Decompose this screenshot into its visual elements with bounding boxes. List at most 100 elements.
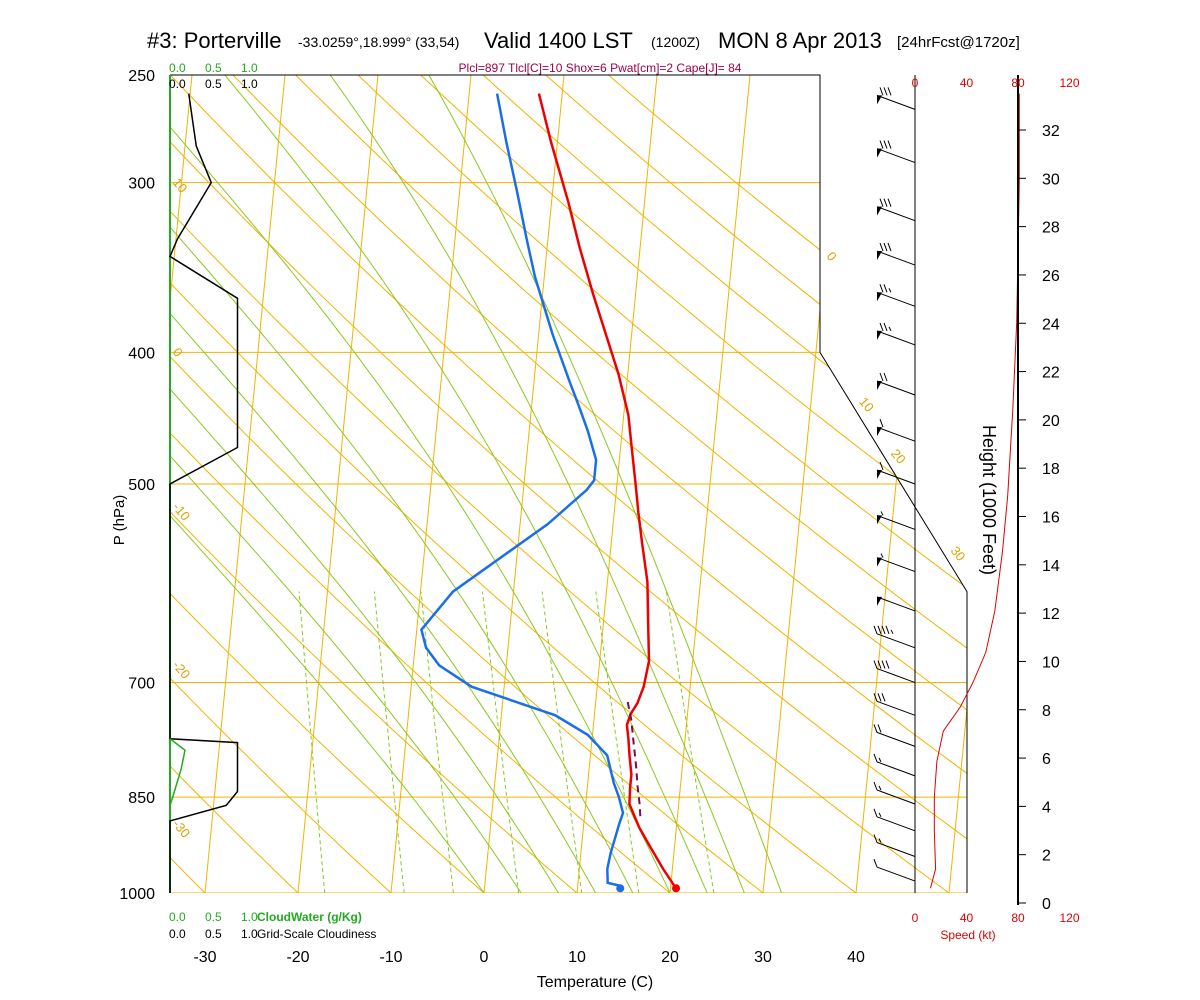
zulu-time: (1200Z) <box>651 34 700 50</box>
height-tick-label: 4 <box>1042 799 1051 816</box>
wind-barb <box>876 596 916 612</box>
speed-tick-label: 40 <box>960 76 974 90</box>
isotherm-line <box>0 75 6 893</box>
cloudiness-line <box>169 93 239 893</box>
isotherm-label: 0 <box>824 249 840 264</box>
plot-frame <box>170 74 968 893</box>
x-axis-title: Temperature (C) <box>537 974 653 991</box>
mixing-ratio-label: 3 <box>391 904 408 918</box>
height-tick-label: 26 <box>1042 268 1060 285</box>
wind-barb <box>876 242 916 266</box>
cloud-tick-label: 0.5 <box>205 927 222 941</box>
dry-adiabat <box>170 75 950 893</box>
mixing-ratio-label: 8 <box>527 904 544 918</box>
dry-adiabat <box>357 75 967 893</box>
temperature-tick-label: 10 <box>568 949 586 966</box>
station-coords: -33.0259°,18.999° (33,54) <box>298 34 459 50</box>
mixing-ratio-line <box>373 591 405 893</box>
mixing-ratio-line <box>541 591 583 893</box>
wind-barb <box>876 372 916 396</box>
wind-barb <box>876 140 916 164</box>
pressure-tick-label: 500 <box>128 477 155 494</box>
wind-barb <box>876 553 916 573</box>
isotherm-line <box>297 75 379 893</box>
surface-dewpoint-marker <box>616 884 625 893</box>
height-tick-label: 14 <box>1042 558 1060 575</box>
height-tick-label: 8 <box>1042 703 1051 720</box>
wind-barb <box>876 461 916 485</box>
moist-adiabat <box>329 75 745 893</box>
cloud-tick-label: 0.0 <box>169 77 186 91</box>
height-tick-label: 0 <box>1042 896 1051 913</box>
moist-adiabat <box>170 75 634 893</box>
wind-barb <box>873 808 916 832</box>
cloud-tick-label: 1.0 <box>241 77 258 91</box>
speed-tick-label: 0 <box>912 76 919 90</box>
wind-speed-line <box>929 93 1020 889</box>
cloud-tick-label: 0.0 <box>169 927 186 941</box>
isotherm-label: 20 <box>888 446 909 467</box>
mixing-ratio-line <box>420 591 454 893</box>
dry-adiabat <box>170 75 857 893</box>
temperature-tick-label: 0 <box>480 949 489 966</box>
isotherm-label: 10 <box>170 175 191 196</box>
y-axis-title: P (hPa) <box>111 495 128 546</box>
height-tick-label: 20 <box>1042 413 1060 430</box>
wind-barb <box>876 87 916 110</box>
wind-barb <box>873 858 916 882</box>
temperature-tick-label: 20 <box>661 949 679 966</box>
isotherm-line <box>1042 75 1122 893</box>
dry-adiabat <box>420 75 967 893</box>
pressure-tick-label: 1000 <box>119 886 155 903</box>
dry-adiabat <box>0 75 112 893</box>
dry-adiabat <box>482 75 967 893</box>
wind-barb <box>873 753 916 777</box>
cloud-tick-label: 0.0 <box>169 61 186 75</box>
wind-barb <box>873 781 916 805</box>
wind-barb <box>873 724 916 747</box>
cloud-water-legend: CloudWater (g/Kg) <box>257 910 362 924</box>
isotherm-line <box>204 75 286 893</box>
cloud-tick-label: 0.5 <box>205 77 222 91</box>
wind-barb <box>876 419 916 442</box>
dry-adiabat <box>170 75 967 893</box>
cloudiness-legend: Grid-Scale Cloudiness <box>257 927 376 941</box>
dry-adiabat <box>170 75 392 893</box>
station-title: #3: Porterville <box>147 28 282 53</box>
temperature-tick-label: -30 <box>193 949 216 966</box>
mixing-ratio-line <box>665 591 715 893</box>
speed-tick-label: 40 <box>960 911 974 925</box>
wind-barb <box>876 511 916 530</box>
isotherm-label: 10 <box>856 394 877 415</box>
speed-tick-label: 80 <box>1011 76 1025 90</box>
wind-barb <box>873 660 916 684</box>
mixing-ratio-label: 20 <box>668 897 688 917</box>
mixing-ratio-label: 12 <box>588 897 608 917</box>
height-tick-label: 12 <box>1042 606 1060 623</box>
height-axis-title: Height (1000 Feet) <box>979 425 999 575</box>
wind-barb <box>873 693 916 716</box>
speed-tick-label: 80 <box>1011 911 1025 925</box>
height-tick-label: 24 <box>1042 316 1060 333</box>
speed-tick-label: 120 <box>1059 76 1079 90</box>
forecast-date: MON 8 Apr 2013 <box>718 28 882 53</box>
height-tick-label: 16 <box>1042 510 1060 527</box>
mixing-ratio-line <box>298 591 326 893</box>
isotherm-line <box>948 75 967 893</box>
cloud-tick-label: 0.5 <box>205 61 222 75</box>
moist-adiabat <box>170 75 671 893</box>
wind-barb <box>876 198 916 222</box>
stability-indices: Plcl=897 Tlcl[C]=10 Shox=6 Pwat[cm]=2 Ca… <box>459 61 742 75</box>
wind-barb <box>876 284 916 307</box>
cloud-tick-label: 1.0 <box>241 910 258 924</box>
cloud-tick-label: 1.0 <box>241 61 258 75</box>
isotherm-line <box>576 75 658 893</box>
valid-time: Valid 1400 LST <box>484 28 633 53</box>
isotherm-label: -20 <box>170 658 194 682</box>
temperature-line <box>537 93 678 889</box>
isotherm-label: 30 <box>948 543 969 564</box>
cloud-water-line <box>169 738 186 806</box>
cloud-tick-label: 0.0 <box>169 910 186 924</box>
forecast-run: [24hrFcst@1720z] <box>897 34 1020 51</box>
